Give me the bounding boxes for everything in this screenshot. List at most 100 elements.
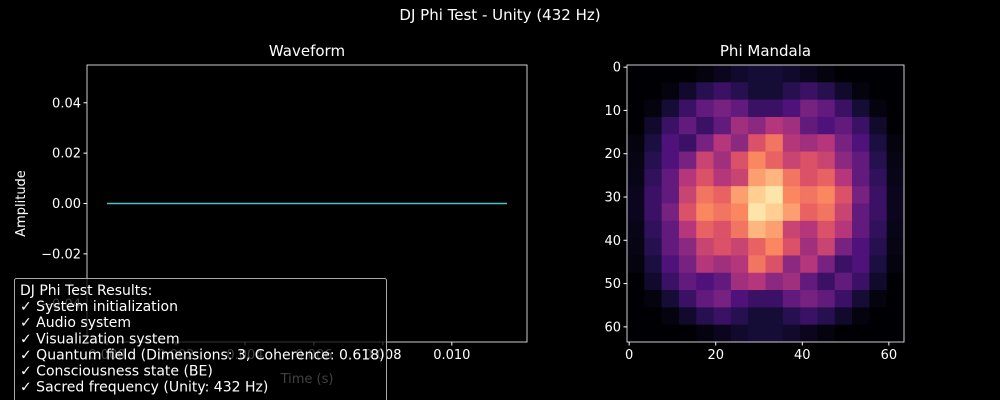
heat-cell: [696, 220, 714, 239]
heat-cell: [869, 307, 887, 325]
heat-cell: [730, 290, 749, 308]
heat-cell: [696, 151, 714, 170]
heat-cell: [644, 203, 662, 222]
heat-cell: [886, 220, 905, 239]
heat-cell: [696, 203, 714, 222]
heat-cell: [661, 116, 680, 135]
heat-cell: [782, 151, 801, 170]
heat-cell: [678, 186, 697, 204]
heat-cell: [886, 116, 905, 135]
heat-cell: [800, 99, 818, 118]
y-axis-label: Amplitude: [14, 170, 29, 237]
heat-cell: [852, 220, 870, 239]
heat-cell: [834, 151, 853, 170]
heat-cell: [852, 134, 870, 152]
heat-cell: [800, 203, 818, 222]
heat-cell: [678, 82, 697, 100]
heat-cell: [713, 324, 732, 343]
heat-cell: [661, 99, 680, 118]
x-tick-label: 0.010: [433, 348, 470, 363]
heat-cell: [627, 220, 645, 239]
heat-cell: [730, 238, 749, 256]
heat-cell: [627, 65, 645, 83]
heat-cell: [661, 65, 680, 83]
heat-cell: [748, 168, 766, 187]
heat-cell: [661, 238, 680, 256]
heat-cell: [644, 255, 662, 274]
heat-cell: [661, 220, 680, 239]
heat-cell: [678, 324, 697, 343]
heat-cell: [852, 307, 870, 325]
y-tick-label: 40: [604, 234, 621, 249]
heat-cell: [834, 82, 853, 100]
heat-cell: [730, 82, 749, 100]
heat-cell: [886, 134, 905, 152]
heat-cell: [713, 134, 732, 152]
heat-cell: [713, 272, 732, 291]
y-tick-label: 10: [604, 104, 621, 119]
heat-cell: [627, 307, 645, 325]
heat-cell: [730, 220, 749, 239]
heat-cell: [869, 220, 887, 239]
heat-cell: [800, 307, 818, 325]
heat-cell: [661, 324, 680, 343]
heat-cell: [886, 324, 905, 343]
heat-cell: [869, 82, 887, 100]
y-tick-label: 50: [604, 277, 621, 292]
heat-cell: [661, 151, 680, 170]
heat-cell: [748, 324, 766, 343]
heat-cell: [800, 255, 818, 274]
heat-cell: [800, 272, 818, 291]
heat-cell: [696, 290, 714, 308]
y-tick-label: 0: [613, 61, 621, 76]
heat-cell: [817, 151, 836, 170]
heat-cell: [730, 65, 749, 83]
heat-cell: [782, 65, 801, 83]
heat-cell: [765, 134, 784, 152]
heat-cell: [834, 99, 853, 118]
heat-cell: [869, 203, 887, 222]
y-tick-label: 0.04: [52, 96, 81, 111]
heat-cell: [696, 99, 714, 118]
x-tick-label: 60: [881, 348, 898, 363]
heat-cell: [869, 116, 887, 135]
heat-cell: [678, 238, 697, 256]
heat-cell: [800, 116, 818, 135]
heat-cell: [834, 116, 853, 135]
heat-cell: [713, 186, 732, 204]
y-tick-label: 20: [604, 147, 621, 162]
heat-cell: [800, 324, 818, 343]
heat-cell: [627, 99, 645, 118]
heat-cell: [644, 99, 662, 118]
y-tick-label: 30: [604, 191, 621, 206]
heat-cell: [869, 238, 887, 256]
heat-cell: [748, 220, 766, 239]
heat-cell: [817, 82, 836, 100]
heat-cell: [869, 324, 887, 343]
heat-cell: [678, 272, 697, 291]
heat-cell: [644, 307, 662, 325]
heat-cell: [627, 324, 645, 343]
heat-cell: [644, 82, 662, 100]
heat-cell: [886, 272, 905, 291]
heat-cell: [817, 324, 836, 343]
heat-cell: [800, 151, 818, 170]
heat-cell: [852, 186, 870, 204]
heat-cell: [782, 134, 801, 152]
heat-cell: [869, 151, 887, 170]
heat-cell: [852, 238, 870, 256]
heat-cell: [696, 168, 714, 187]
heat-cell: [800, 168, 818, 187]
heat-cell: [852, 290, 870, 308]
heat-cell: [696, 255, 714, 274]
heat-cell: [748, 151, 766, 170]
heat-cell: [886, 255, 905, 274]
heat-cell: [678, 65, 697, 83]
heat-cell: [869, 168, 887, 187]
heat-cell: [886, 290, 905, 308]
heat-cell: [782, 220, 801, 239]
heat-cell: [765, 307, 784, 325]
heat-cell: [817, 99, 836, 118]
heat-cell: [800, 186, 818, 204]
